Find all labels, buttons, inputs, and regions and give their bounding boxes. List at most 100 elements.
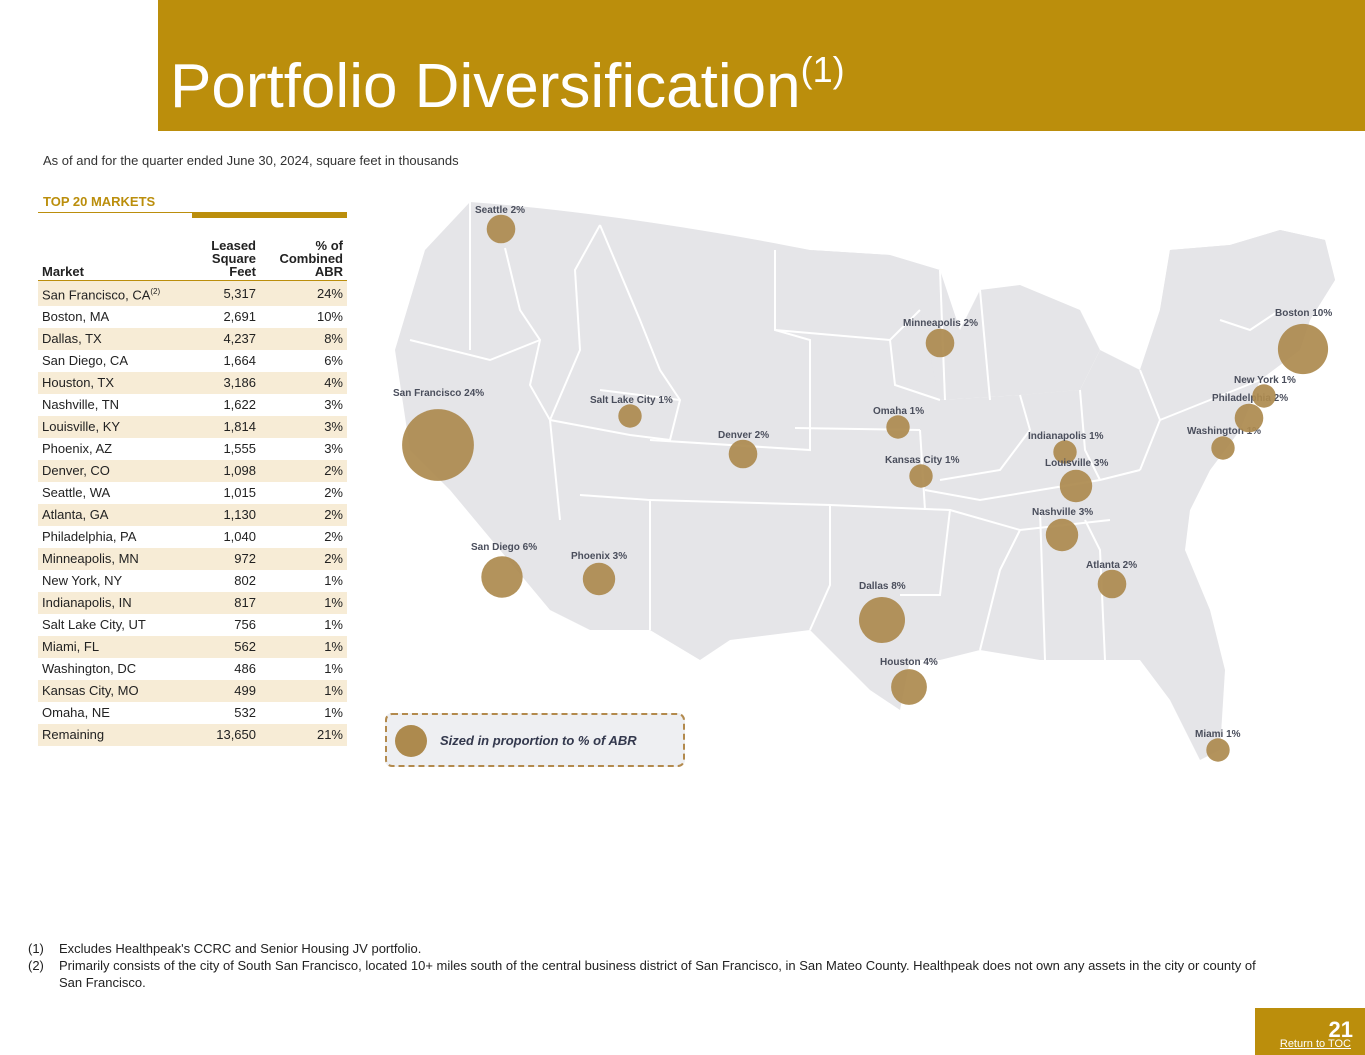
market-marker-label: Indianapolis 1% bbox=[1028, 431, 1104, 442]
market-name: Indianapolis, IN bbox=[42, 595, 132, 611]
market-marker-label: Omaha 1% bbox=[873, 406, 924, 417]
market-marker-label: San Francisco 24% bbox=[393, 388, 484, 399]
market-name: Miami, FL bbox=[42, 639, 100, 655]
us-map: Seattle 2% San Francisco 24% San Diego 6% P… bbox=[393, 202, 1335, 762]
abr-cell: 2% bbox=[324, 507, 343, 523]
legend-text: Sized in proportion to % of ABR bbox=[440, 733, 637, 748]
sqft-cell: 4,237 bbox=[223, 331, 256, 347]
sqft-cell: 1,040 bbox=[223, 529, 256, 545]
footnote-text: Primarily consists of the city of South … bbox=[59, 958, 1256, 990]
title-footnote-ref: (1) bbox=[800, 49, 845, 90]
market-cell: Louisville, KY bbox=[38, 416, 183, 438]
return-to-toc-link[interactable]: Return to TOC bbox=[1279, 1038, 1351, 1050]
table-row: San Diego, CA 1,664 6% bbox=[38, 350, 347, 372]
market-marker bbox=[909, 464, 933, 488]
market-marker-label: Phoenix 3% bbox=[571, 551, 627, 562]
sqft-cell: 817 bbox=[234, 595, 256, 611]
table-row: Omaha, NE 532 1% bbox=[38, 702, 347, 724]
table-row: Remaining 13,650 21% bbox=[38, 724, 347, 747]
abr-cell: 3% bbox=[324, 441, 343, 457]
abr-cell: 1% bbox=[324, 705, 343, 721]
abr-cell: 1% bbox=[324, 595, 343, 611]
sqft-cell: 3,186 bbox=[223, 375, 256, 391]
abr-cell: 8% bbox=[324, 331, 343, 347]
market-marker bbox=[1234, 403, 1264, 433]
market-name: Boston, MA bbox=[42, 309, 110, 325]
market-marker bbox=[582, 562, 616, 596]
table-row: Louisville, KY 1,814 3% bbox=[38, 416, 347, 439]
subtitle: As of and for the quarter ended June 30,… bbox=[43, 153, 459, 168]
sqft-cell: 1,622 bbox=[223, 397, 256, 413]
market-marker bbox=[1045, 518, 1079, 552]
market-marker-label: Atlanta 2% bbox=[1086, 560, 1137, 571]
market-marker-label: Minneapolis 2% bbox=[903, 318, 978, 329]
state-border bbox=[649, 499, 831, 631]
market-cell: Minneapolis, MN bbox=[38, 548, 183, 570]
market-marker-label: Nashville 3% bbox=[1032, 507, 1093, 518]
state-border bbox=[1159, 379, 1261, 421]
footnote-text: Excludes Healthpeak's CCRC and Senior Ho… bbox=[59, 941, 422, 956]
table-row: Indianapolis, IN 817 1% bbox=[38, 592, 347, 615]
market-cell: Indianapolis, IN bbox=[38, 592, 183, 614]
market-marker bbox=[1206, 738, 1230, 762]
market-name: Washington, DC bbox=[42, 661, 137, 677]
abr-cell: 10% bbox=[316, 309, 343, 325]
market-marker-label: Kansas City 1% bbox=[885, 455, 960, 466]
sqft-cell: 972 bbox=[234, 551, 256, 567]
market-marker bbox=[486, 214, 516, 244]
state-border bbox=[1079, 389, 1101, 481]
map-legend: Sized in proportion to % of ABR bbox=[385, 713, 685, 767]
market-cell: Philadelphia, PA bbox=[38, 526, 183, 548]
table-row: Seattle, WA 1,015 2% bbox=[38, 482, 347, 504]
market-marker bbox=[891, 669, 927, 705]
state-border bbox=[889, 339, 941, 401]
market-cell: Kansas City, MO bbox=[38, 680, 183, 702]
table-body: San Francisco, CA(2) 5,317 24% Boston, MA 2,… bbox=[38, 280, 347, 747]
sqft-cell: 1,130 bbox=[223, 507, 256, 523]
abr-cell: 21% bbox=[316, 727, 343, 743]
footnote-number: (1) bbox=[28, 941, 44, 956]
abr-cell: 6% bbox=[324, 353, 343, 369]
market-name: Atlanta, GA bbox=[42, 507, 109, 523]
sqft-cell: 1,098 bbox=[223, 463, 256, 479]
state-border bbox=[504, 247, 561, 521]
market-cell: Salt Lake City, UT bbox=[38, 614, 183, 636]
abr-cell: 4% bbox=[324, 375, 343, 391]
page-number: 21 bbox=[1328, 1017, 1353, 1042]
market-marker-label: Dallas 8% bbox=[859, 581, 906, 592]
market-cell: Houston, TX bbox=[38, 372, 183, 394]
us-landmass bbox=[395, 202, 1335, 760]
sqft-cell: 499 bbox=[234, 683, 256, 699]
abr-cell: 2% bbox=[324, 551, 343, 567]
sqft-cell: 1,015 bbox=[223, 485, 256, 501]
market-cell: Miami, FL bbox=[38, 636, 183, 658]
market-cell: Phoenix, AZ bbox=[38, 438, 183, 460]
market-marker-label: New York 1% bbox=[1234, 375, 1296, 386]
table-row: Minneapolis, MN 972 2% bbox=[38, 548, 347, 571]
state-border bbox=[1219, 309, 1281, 332]
market-name: Phoenix, AZ bbox=[42, 441, 113, 457]
sqft-cell: 5,317 bbox=[223, 285, 256, 301]
state-border bbox=[1039, 509, 1046, 661]
sqft-cell: 562 bbox=[234, 639, 256, 655]
market-marker bbox=[859, 597, 905, 643]
market-name: Kansas City, MO bbox=[42, 683, 139, 699]
table-row: Washington, DC 486 1% bbox=[38, 658, 347, 680]
footnote-2: (2) Primarily consists of the city of So… bbox=[28, 957, 1278, 991]
market-name: Minneapolis, MN bbox=[42, 551, 139, 567]
market-marker-label: Seattle 2% bbox=[475, 205, 525, 216]
market-name: San Diego, CA bbox=[42, 353, 128, 369]
table-row: Dallas, TX 4,237 8% bbox=[38, 328, 347, 351]
state-border bbox=[1084, 519, 1106, 661]
market-marker bbox=[618, 404, 642, 428]
col-header-sqft: Leased Square Feet bbox=[211, 238, 256, 279]
market-name: Denver, CO bbox=[42, 463, 110, 479]
market-marker bbox=[1097, 569, 1127, 599]
market-name: Houston, TX bbox=[42, 375, 115, 391]
sqft-cell: 1,555 bbox=[223, 441, 256, 457]
market-cell: San Francisco, CA(2) bbox=[38, 281, 183, 307]
market-name: Remaining bbox=[42, 727, 105, 743]
state-borders bbox=[409, 202, 1281, 661]
table-row: Kansas City, MO 499 1% bbox=[38, 680, 347, 703]
us-land-west bbox=[395, 202, 1100, 660]
